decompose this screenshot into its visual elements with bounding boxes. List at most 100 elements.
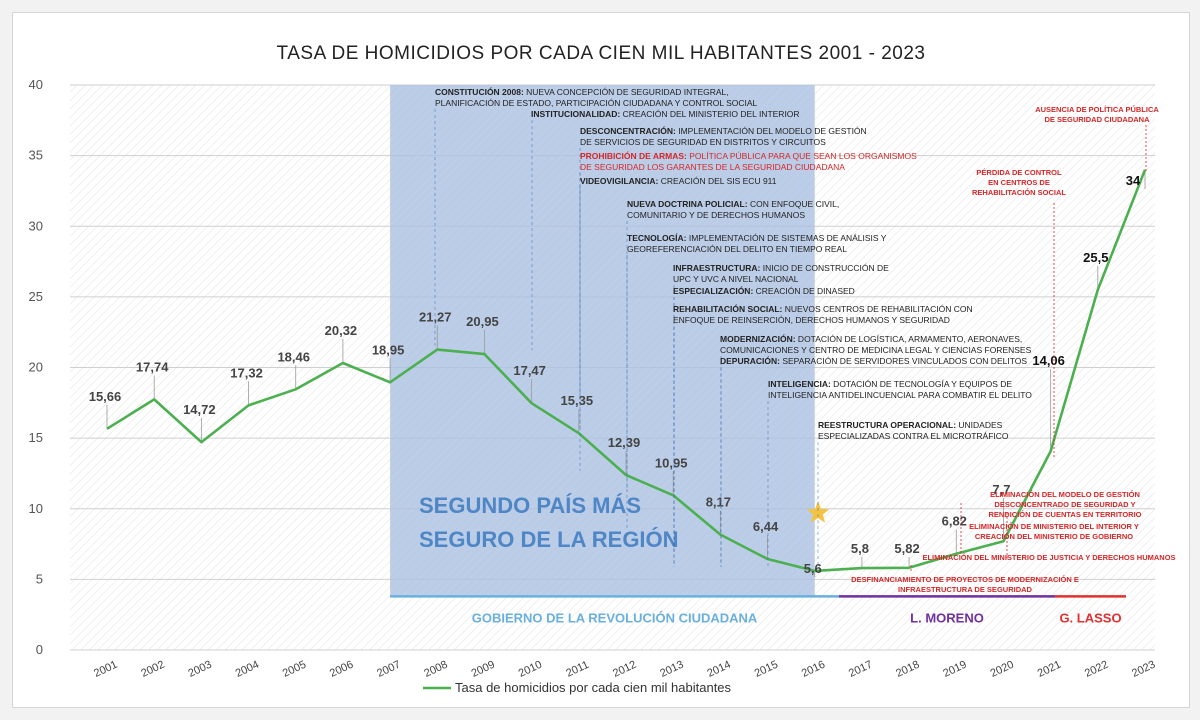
value-label: 10,95 bbox=[655, 455, 688, 470]
annotation-text: INICIO DE CONSTRUCCIÓN DE bbox=[760, 263, 889, 273]
star-icon bbox=[806, 501, 830, 523]
annotation-bold: CONSTITUCIÓN 2008: bbox=[435, 86, 524, 97]
policy-annotation-line: MODERNIZACIÓN: DOTACIÓN DE LOGÍSTICA, AR… bbox=[720, 333, 1022, 344]
x-tick-label: 2005 bbox=[281, 659, 308, 680]
policy-annotation-line: COMUNICACIONES Y CENTRO DE MEDICINA LEGA… bbox=[720, 345, 1032, 355]
y-tick-label: 40 bbox=[29, 77, 43, 92]
government-label: GOBIERNO DE LA REVOLUCIÓN CIUDADANA bbox=[472, 610, 758, 625]
x-tick-label: 2003 bbox=[186, 659, 213, 680]
annotation-text: CREACIÓN DEL SIS ECU 911 bbox=[658, 176, 776, 186]
x-tick-label: 2001 bbox=[92, 659, 119, 680]
annotation-text: GEOREFERENCIACIÓN DEL DELITO EN TIEMPO R… bbox=[627, 244, 847, 254]
x-tick-label: 2018 bbox=[894, 659, 921, 680]
annotation-text: DOTACIÓN DE LOGÍSTICA, ARMAMENTO, AERONA… bbox=[796, 334, 1023, 344]
red-annotation-line: EN CENTROS DE bbox=[988, 178, 1050, 187]
red-annotation-line: PÉRDIDA DE CONTROL bbox=[976, 168, 1062, 177]
x-tick-label: 2002 bbox=[139, 659, 166, 680]
annotation-bold: TECNOLOGÍA: bbox=[627, 233, 687, 243]
annotation-bold: INFRAESTRUCTURA: bbox=[673, 263, 761, 273]
x-tick-label: 2017 bbox=[847, 659, 874, 680]
series-line bbox=[106, 169, 1147, 573]
annotation-text: POLÍTICA PÚBLICA PARA QUE SEAN LOS ORGAN… bbox=[687, 151, 917, 161]
policy-annotation-line: ESPECIALIZADAS CONTRA EL MICROTRÁFICO bbox=[818, 431, 1009, 441]
annotation-bold: INTELIGENCIA: bbox=[768, 379, 831, 389]
value-label: 15,35 bbox=[561, 393, 594, 408]
x-tick-label: 2019 bbox=[941, 659, 968, 680]
annotation-bold: INSTITUCIONALIDAD: bbox=[531, 109, 620, 119]
value-label: 18,95 bbox=[372, 342, 405, 357]
x-tick-label: 2021 bbox=[1036, 659, 1063, 680]
red-annotation-line: ELIMINACIÓN DEL MODELO DE GESTIÓN bbox=[990, 490, 1140, 499]
annotation-text: COMUNICACIONES Y CENTRO DE MEDICINA LEGA… bbox=[720, 345, 1032, 355]
red-annotation-line: ELIMINACIÓN DE MINISTERIO DEL INTERIOR Y bbox=[969, 522, 1139, 531]
value-label: 12,39 bbox=[608, 435, 641, 450]
x-tick-label: 2007 bbox=[375, 659, 402, 680]
y-axis: 0 5 10 15 20 25 30 35 40 bbox=[29, 77, 43, 657]
annotation-text: IMPLEMENTACIÓN DEL MODELO DE GESTIÓN bbox=[676, 126, 867, 136]
policy-annotation-line: UPC Y UVC A NIVEL NACIONAL bbox=[673, 274, 799, 284]
red-annotation-line: ELIMINACIÓN DEL MINISTERIO DE JUSTICIA Y… bbox=[922, 553, 1175, 562]
value-label: 14,06 bbox=[1032, 353, 1065, 368]
value-label: 17,47 bbox=[513, 363, 546, 378]
red-annotation-line: INFRAESTRUCTURA DE SEGURIDAD bbox=[898, 585, 1032, 594]
policy-annotation-line: NUEVA DOCTRINA POLICIAL: CON ENFOQUE CIV… bbox=[627, 199, 839, 209]
annotation-bold: REESTRUCTURA OPERACIONAL: bbox=[818, 420, 956, 430]
policy-annotation-line: INTELIGENCIA ANTIDELINCUENCIAL PARA COMB… bbox=[768, 390, 1032, 400]
government-label: G. LASSO bbox=[1059, 610, 1121, 625]
y-tick-label: 0 bbox=[36, 642, 43, 657]
annotation-text: INTELIGENCIA ANTIDELINCUENCIAL PARA COMB… bbox=[768, 390, 1032, 400]
x-tick-label: 2009 bbox=[470, 659, 497, 680]
y-tick-label: 5 bbox=[36, 571, 43, 586]
annotation-bold: NUEVA DOCTRINA POLICIAL: bbox=[627, 199, 748, 209]
policy-annotation-line: ESPECIALIZACIÓN: CREACIÓN DE DINASED bbox=[673, 285, 855, 296]
leader-lines bbox=[106, 169, 1146, 577]
government-periods: GOBIERNO DE LA REVOLUCIÓN CIUDADANA L. MO… bbox=[390, 595, 1126, 625]
policy-annotation-line: TECNOLOGÍA: IMPLEMENTACIÓN DE SISTEMAS D… bbox=[627, 233, 887, 243]
x-tick-label: 2010 bbox=[517, 659, 544, 680]
value-label: 8,17 bbox=[706, 495, 731, 510]
annotation-bold: ESPECIALIZACIÓN: bbox=[673, 285, 753, 296]
policy-annotation-line: GEOREFERENCIACIÓN DEL DELITO EN TIEMPO R… bbox=[627, 244, 847, 254]
x-tick-label: 2020 bbox=[989, 659, 1016, 680]
value-label: 34 bbox=[1126, 173, 1141, 188]
x-tick-label: 2023 bbox=[1130, 659, 1157, 680]
annotation-text: IMPLEMENTACIÓN DE SISTEMAS DE ANÁLISIS Y bbox=[687, 233, 887, 243]
y-tick-label: 35 bbox=[29, 148, 43, 163]
chart-title: TASA DE HOMICIDIOS POR CADA CIEN MIL HAB… bbox=[277, 43, 926, 64]
policy-annotation-line: DE SERVICIOS DE SEGURIDAD EN DISTRITOS Y… bbox=[580, 137, 826, 147]
x-tick-label: 2008 bbox=[422, 659, 449, 680]
annotation-text: DOTACIÓN DE TECNOLOGÍA Y EQUIPOS DE bbox=[831, 379, 1013, 389]
legend: Tasa de homicidios por cada cien mil hab… bbox=[423, 680, 732, 695]
highlight-band: SEGUNDO PAÍS MÁS SEGURO DE LA REGIÓN bbox=[390, 85, 830, 597]
annotation-bold: MODERNIZACIÓN: bbox=[720, 333, 796, 344]
x-axis: 2001 2002 2003 2004 2005 2006 2007 2008 2009 2010… bbox=[92, 659, 1157, 680]
annotation-text: COMUNITARIO Y DE DERECHOS HUMANOS bbox=[627, 210, 805, 220]
value-label: 14,72 bbox=[183, 402, 216, 417]
highlight-rect bbox=[390, 85, 815, 597]
red-annotation-line: CREACIÓN DEL MINISTERIO DE GOBIERNO bbox=[975, 532, 1133, 541]
value-label: 21,27 bbox=[419, 310, 452, 325]
policy-annotation-line: ENFOQUE DE REINSERCIÓN, DERECHOS HUMANOS… bbox=[673, 315, 950, 325]
annotation-text: NUEVOS CENTROS DE REHABILITACIÓN CON bbox=[782, 304, 972, 314]
highlight-text: SEGURO DE LA REGIÓN bbox=[419, 527, 679, 552]
value-label: 7,7 bbox=[992, 482, 1010, 497]
y-tick-label: 30 bbox=[29, 218, 43, 233]
value-label: 15,66 bbox=[89, 389, 122, 404]
policy-annotation-line: INFRAESTRUCTURA: INICIO DE CONSTRUCCIÓN … bbox=[673, 263, 889, 273]
chart-frame: TASA DE HOMICIDIOS POR CADA CIEN MIL HAB… bbox=[12, 12, 1190, 708]
annotation-bold: PROHIBICIÓN DE ARMAS: bbox=[580, 150, 687, 161]
policy-annotation-line: PLANIFICACIÓN DE ESTADO, PARTICIPACIÓN C… bbox=[435, 98, 758, 108]
policy-annotation-line: REESTRUCTURA OPERACIONAL: UNIDADES bbox=[818, 420, 1003, 430]
value-label: 5,8 bbox=[851, 541, 869, 556]
x-tick-label: 2014 bbox=[705, 659, 732, 680]
annotation-text: CREACIÓN DE DINASED bbox=[753, 286, 855, 296]
annotation-text: DE SEGURIDAD LOS GARANTES DE LA SEGURIDA… bbox=[580, 162, 845, 172]
policy-annotation-line: DEPURACIÓN: SEPARACIÓN DE SERVIDORES VIN… bbox=[720, 355, 1027, 366]
value-label: 18,46 bbox=[277, 349, 310, 364]
annotation-text: UNIDADES bbox=[956, 420, 1003, 430]
policy-annotation-line: DESCONCENTRACIÓN: IMPLEMENTACIÓN DEL MOD… bbox=[580, 125, 867, 136]
value-label: 5,82 bbox=[894, 541, 919, 556]
policy-annotation-line: CONSTITUCIÓN 2008: NUEVA CONCEPCIÓN DE S… bbox=[435, 86, 729, 97]
value-label: 17,32 bbox=[230, 365, 263, 380]
policy-annotation-line: INTELIGENCIA: DOTACIÓN DE TECNOLOGÍA Y E… bbox=[768, 379, 1012, 389]
